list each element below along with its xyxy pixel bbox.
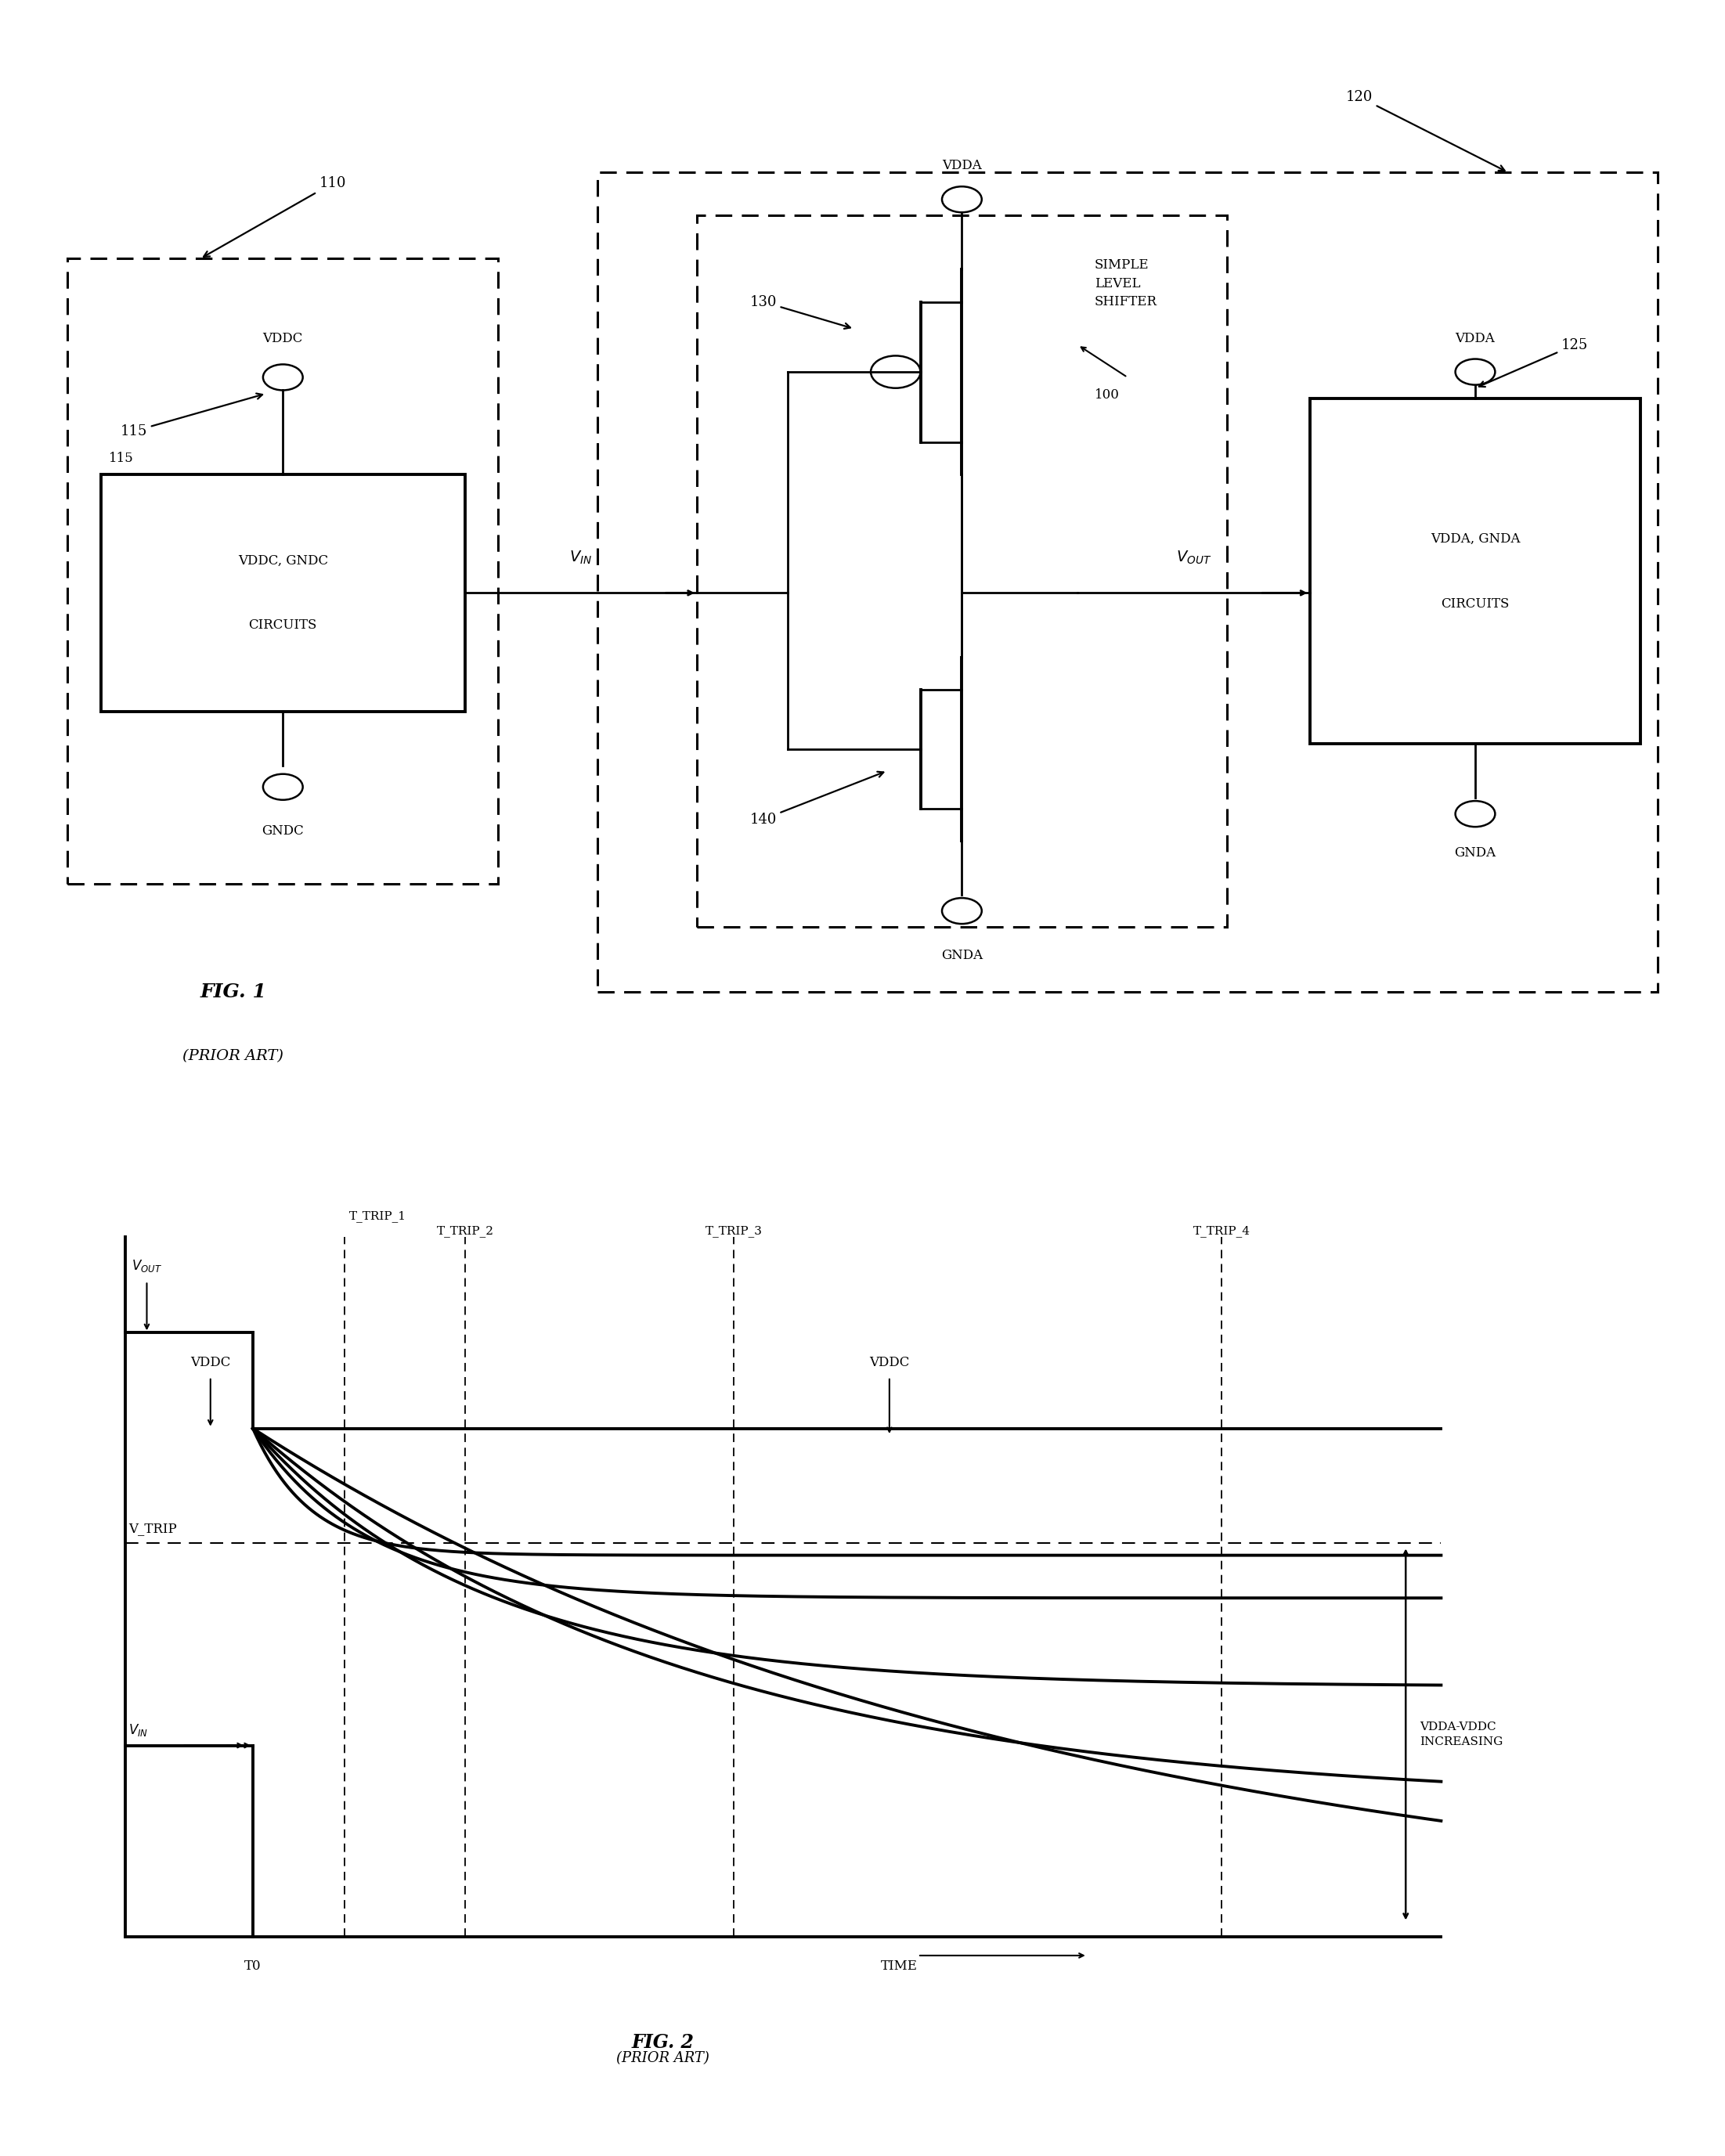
Text: 120: 120 xyxy=(1346,91,1504,170)
Text: T_TRIP_2: T_TRIP_2 xyxy=(436,1225,493,1238)
Text: TIME: TIME xyxy=(881,1960,918,1973)
Text: 140: 140 xyxy=(750,772,883,826)
Text: GNDA: GNDA xyxy=(1454,847,1496,860)
Text: T_TRIP_3: T_TRIP_3 xyxy=(706,1225,762,1238)
Bar xyxy=(1309,399,1640,744)
Text: (PRIOR ART): (PRIOR ART) xyxy=(616,2050,709,2065)
Text: CIRCUITS: CIRCUITS xyxy=(248,619,317,632)
Text: $V_{OUT}$: $V_{OUT}$ xyxy=(1176,550,1211,565)
Text: FIG. 1: FIG. 1 xyxy=(200,983,266,1000)
Text: VDDA: VDDA xyxy=(1456,332,1496,345)
Text: SIMPLE
LEVEL
SHIFTER: SIMPLE LEVEL SHIFTER xyxy=(1094,259,1157,308)
Text: CIRCUITS: CIRCUITS xyxy=(1440,597,1509,610)
Text: VDDC: VDDC xyxy=(262,332,304,345)
Text: GNDC: GNDC xyxy=(262,826,304,839)
Text: V_TRIP: V_TRIP xyxy=(128,1522,176,1535)
Bar xyxy=(100,474,466,711)
Text: (PRIOR ART): (PRIOR ART) xyxy=(183,1050,283,1063)
Bar xyxy=(67,259,499,884)
Text: 100: 100 xyxy=(1094,388,1120,401)
Text: T0: T0 xyxy=(245,1960,262,1973)
Text: VDDC: VDDC xyxy=(869,1356,909,1369)
Text: $V_{OUT}$: $V_{OUT}$ xyxy=(131,1259,162,1274)
Text: 115: 115 xyxy=(121,392,262,438)
Bar xyxy=(697,216,1226,927)
Text: 130: 130 xyxy=(750,295,850,328)
Text: T_TRIP_4: T_TRIP_4 xyxy=(1194,1225,1251,1238)
Text: VDDA-VDDC
INCREASING: VDDA-VDDC INCREASING xyxy=(1420,1723,1502,1746)
Text: T_TRIP_1: T_TRIP_1 xyxy=(348,1210,405,1222)
Text: VDDA, GNDA: VDDA, GNDA xyxy=(1430,533,1520,545)
Text: 115: 115 xyxy=(109,451,135,466)
Text: GNDA: GNDA xyxy=(942,949,983,962)
Text: FIG. 2: FIG. 2 xyxy=(631,2033,695,2053)
Text: VDDA: VDDA xyxy=(942,160,982,172)
Text: VDDC, GNDC: VDDC, GNDC xyxy=(238,554,328,567)
Bar xyxy=(597,172,1658,992)
Text: $V_{IN}$: $V_{IN}$ xyxy=(128,1723,148,1738)
Text: 125: 125 xyxy=(1478,338,1589,386)
Text: 110: 110 xyxy=(204,177,347,257)
Text: $V_{IN}$: $V_{IN}$ xyxy=(569,550,592,565)
Text: VDDC: VDDC xyxy=(190,1356,231,1369)
